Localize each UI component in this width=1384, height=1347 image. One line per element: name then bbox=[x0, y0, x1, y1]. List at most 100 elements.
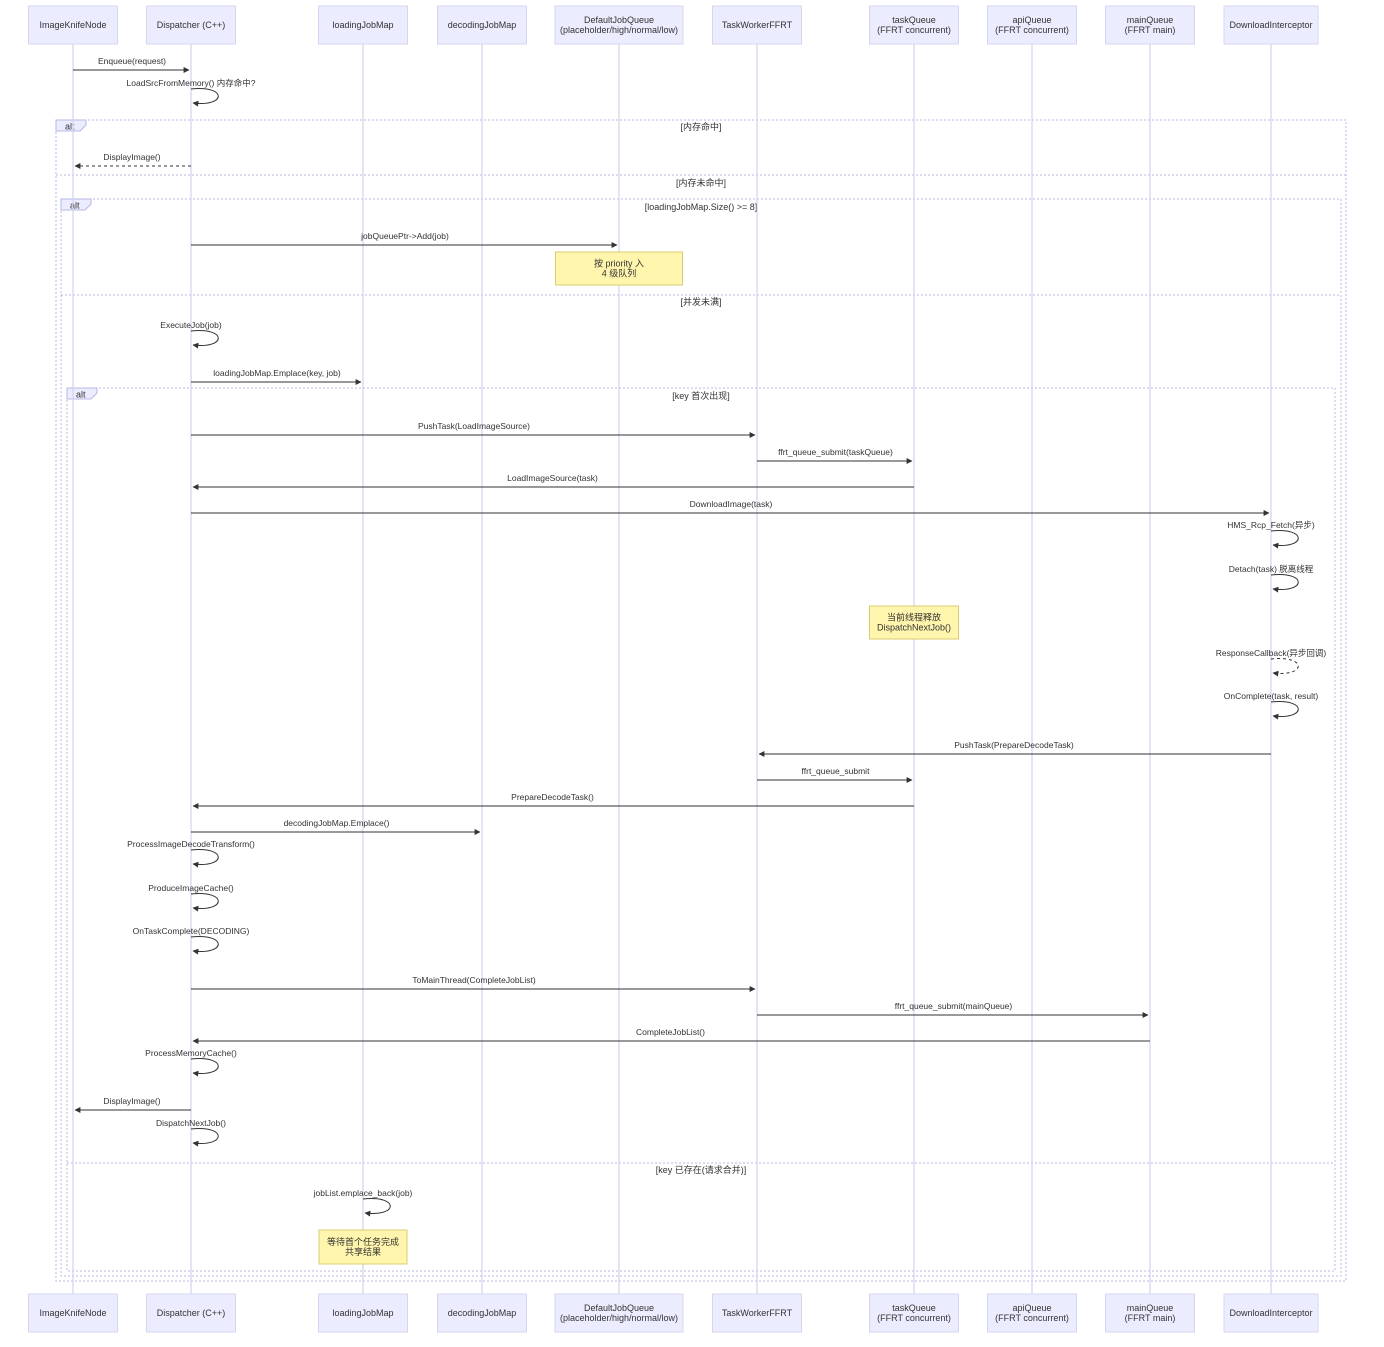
participant-box bbox=[1223, 5, 1319, 45]
participant-label: (FFRT concurrent) bbox=[995, 25, 1069, 35]
note: 按 priority 入4 级队列 bbox=[555, 251, 683, 286]
participant-box bbox=[987, 1293, 1077, 1333]
message-label: loadingJobMap.Emplace(key, job) bbox=[213, 368, 341, 378]
message-label: DisplayImage() bbox=[103, 152, 160, 162]
fragment-tab bbox=[60, 198, 92, 211]
alt-fragment: alt [内存命中] [内存未命中] bbox=[55, 119, 1347, 1282]
fragment-kind-label: alt bbox=[65, 122, 75, 132]
message: DispatchNextJob() bbox=[156, 1118, 226, 1147]
fragment-border bbox=[66, 387, 1336, 1272]
participant-label: ImageKnifeNode bbox=[39, 20, 106, 30]
message-label: jobList.emplace_back(job) bbox=[313, 1188, 413, 1198]
participant-bottom: ImageKnifeNode bbox=[28, 1293, 118, 1333]
message-label: ToMainThread(CompleteJobList) bbox=[412, 975, 535, 985]
message: decodingJobMap.Emplace() bbox=[191, 818, 481, 835]
participant-box bbox=[318, 5, 408, 45]
message-label: OnComplete(task, result) bbox=[1224, 691, 1319, 701]
message-label: LoadSrcFromMemory() 内存命中? bbox=[127, 78, 256, 88]
message: Enqueue(request) bbox=[73, 56, 190, 73]
message: DisplayImage() bbox=[74, 1096, 191, 1113]
message: CompleteJobList() bbox=[192, 1027, 1150, 1044]
fragment-layer: alt [内存命中] [内存未命中] alt [loadingJobMap.Size()… bbox=[55, 119, 1347, 1282]
message-label: decodingJobMap.Emplace() bbox=[284, 818, 390, 828]
message: ProcessImageDecodeTransform() bbox=[127, 839, 255, 868]
participant-top: ImageKnifeNode bbox=[28, 5, 118, 45]
participant-box bbox=[869, 5, 959, 45]
message: ToMainThread(CompleteJobList) bbox=[191, 975, 756, 992]
alt-fragment: alt [loadingJobMap.Size() >= 8] [并发未满] bbox=[60, 198, 1342, 1277]
participant-top: apiQueue(FFRT concurrent) bbox=[987, 5, 1077, 45]
message: Detach(task) 脱离线程 bbox=[1229, 564, 1314, 593]
participant-label: DefaultJobQueue bbox=[584, 15, 654, 25]
fragment-kind-label: alt bbox=[70, 201, 80, 211]
fragment-guard: [key 首次出现] bbox=[672, 390, 730, 401]
self-message-arrow bbox=[362, 1198, 391, 1217]
participant-box bbox=[1105, 5, 1195, 45]
self-message-arrow bbox=[190, 936, 219, 955]
participant-top: DefaultJobQueue(placeholder/high/normal/… bbox=[554, 5, 684, 45]
participant-label: apiQueue bbox=[1012, 1303, 1051, 1313]
lifeline-layer bbox=[72, 44, 1272, 1294]
participant-box bbox=[712, 5, 802, 45]
participant-bottom: mainQueue(FFRT main) bbox=[1105, 1293, 1195, 1333]
participant-box bbox=[437, 5, 527, 45]
participant-box bbox=[28, 5, 118, 45]
self-message-arrow bbox=[1270, 574, 1299, 593]
participant-box bbox=[554, 5, 684, 45]
message-label: PrepareDecodeTask() bbox=[511, 792, 594, 802]
participant-label: Dispatcher (C++) bbox=[157, 20, 226, 30]
self-message-arrow bbox=[190, 88, 219, 107]
participant-label: taskQueue bbox=[892, 15, 936, 25]
participant-layer: ImageKnifeNode ImageKnifeNode Dispatcher (… bbox=[28, 5, 1319, 1333]
participant-label: DownloadInterceptor bbox=[1229, 20, 1312, 30]
message-label: DispatchNextJob() bbox=[156, 1118, 226, 1128]
participant-label: (FFRT concurrent) bbox=[877, 1313, 951, 1323]
participant-top: loadingJobMap bbox=[318, 5, 408, 45]
alt-fragment: alt [key 首次出现] [key 已存在(请求合并)] bbox=[66, 387, 1336, 1272]
participant-label: loadingJobMap bbox=[332, 20, 393, 30]
message: DisplayImage() bbox=[74, 152, 191, 169]
message: OnTaskComplete(DECODING) bbox=[133, 926, 249, 955]
participant-label: apiQueue bbox=[1012, 15, 1051, 25]
fragment-kind-label: alt bbox=[76, 390, 86, 400]
message-label: ExecuteJob(job) bbox=[160, 320, 222, 330]
message-label: DisplayImage() bbox=[103, 1096, 160, 1106]
note-box bbox=[869, 605, 959, 640]
message: ResponseCallback(异步回调) bbox=[1216, 648, 1326, 677]
participant-label: DownloadInterceptor bbox=[1229, 1308, 1312, 1318]
message: LoadSrcFromMemory() 内存命中? bbox=[127, 78, 256, 107]
message-label: LoadImageSource(task) bbox=[507, 473, 598, 483]
fragment-tab bbox=[55, 119, 87, 132]
participant-label: (placeholder/high/normal/low) bbox=[560, 25, 678, 35]
message: ffrt_queue_submit(mainQueue) bbox=[757, 1001, 1149, 1018]
message-label: jobQueuePtr->Add(job) bbox=[360, 231, 449, 241]
self-message-arrow bbox=[190, 849, 219, 868]
participant-label: taskQueue bbox=[892, 1303, 936, 1313]
message: ffrt_queue_submit bbox=[757, 766, 913, 783]
participant-label: (FFRT concurrent) bbox=[995, 1313, 1069, 1323]
fragment-guard: [key 已存在(请求合并)] bbox=[656, 1164, 747, 1175]
participant-label: mainQueue bbox=[1127, 15, 1174, 25]
message-label: DownloadImage(task) bbox=[690, 499, 773, 509]
message: jobList.emplace_back(job) bbox=[313, 1188, 413, 1217]
fragment-guard: [loadingJobMap.Size() >= 8] bbox=[645, 202, 758, 212]
self-message-arrow bbox=[1270, 530, 1299, 549]
self-message-arrow bbox=[1270, 701, 1299, 720]
participant-bottom: Dispatcher (C++) bbox=[146, 1293, 236, 1333]
participant-box bbox=[146, 5, 236, 45]
participant-top: Dispatcher (C++) bbox=[146, 5, 236, 45]
self-message-arrow bbox=[190, 330, 219, 349]
participant-label: (FFRT main) bbox=[1125, 25, 1176, 35]
participant-bottom: decodingJobMap bbox=[437, 1293, 527, 1333]
participant-bottom: taskQueue(FFRT concurrent) bbox=[869, 1293, 959, 1333]
fragment-guard: [并发未满] bbox=[680, 296, 721, 307]
participant-box bbox=[554, 1293, 684, 1333]
participant-box bbox=[1223, 1293, 1319, 1333]
message-label: PushTask(PrepareDecodeTask) bbox=[954, 740, 1074, 750]
participant-box bbox=[318, 1293, 408, 1333]
fragment-guard: [内存未命中] bbox=[676, 177, 726, 188]
self-message-arrow bbox=[190, 1128, 219, 1147]
